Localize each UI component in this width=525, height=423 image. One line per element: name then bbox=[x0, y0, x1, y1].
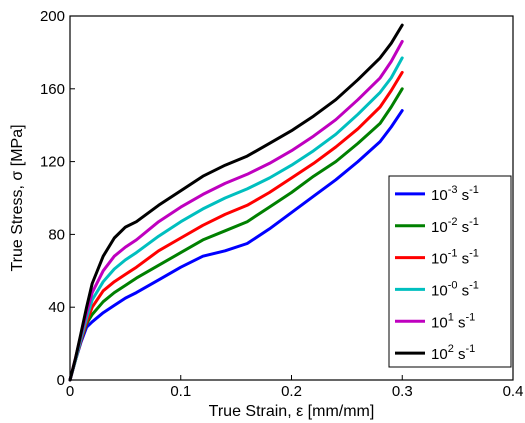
series-line bbox=[68, 109, 404, 382]
series-line bbox=[68, 56, 404, 382]
series-layer bbox=[68, 23, 404, 382]
x-tick-label: 0.4 bbox=[503, 383, 524, 400]
y-tick-label: 120 bbox=[40, 154, 65, 171]
y-tick-label: 0 bbox=[57, 372, 65, 389]
series-line bbox=[68, 40, 404, 382]
x-tick-label: 0.2 bbox=[281, 383, 302, 400]
legend-label: 10-3 s-1 bbox=[431, 184, 479, 204]
x-tick-label: 0 bbox=[66, 383, 74, 400]
y-tick-label: 40 bbox=[48, 299, 65, 316]
legend-label: 10-0 s-1 bbox=[431, 279, 479, 299]
y-tick-label: 80 bbox=[48, 226, 65, 243]
ticks-layer: 0 0.1 0.2 0.3 0.4 0 40 80 120 160 200 bbox=[40, 8, 523, 400]
y-tick-label: 160 bbox=[40, 81, 65, 98]
x-tick-label: 0.1 bbox=[170, 383, 191, 400]
legend-box bbox=[388, 175, 512, 368]
legend-label: 10-2 s-1 bbox=[431, 216, 479, 236]
series-line bbox=[68, 87, 404, 382]
x-tick-label: 0.3 bbox=[392, 383, 413, 400]
legend-label: 102 s-1 bbox=[431, 343, 475, 363]
y-tick-label: 200 bbox=[40, 8, 65, 25]
y-axis-title: True Stress, σ [MPa] bbox=[9, 124, 26, 271]
legend: 10-3 s-1 10-2 s-1 10-1 s-1 10-0 s-1 101 s-1 1… bbox=[388, 175, 512, 368]
x-axis-title: True Strain, ε [mm/mm] bbox=[209, 403, 375, 420]
series-line bbox=[68, 70, 404, 382]
legend-label: 101 s-1 bbox=[431, 311, 475, 331]
legend-label: 10-1 s-1 bbox=[431, 248, 479, 268]
series-line bbox=[68, 23, 404, 382]
